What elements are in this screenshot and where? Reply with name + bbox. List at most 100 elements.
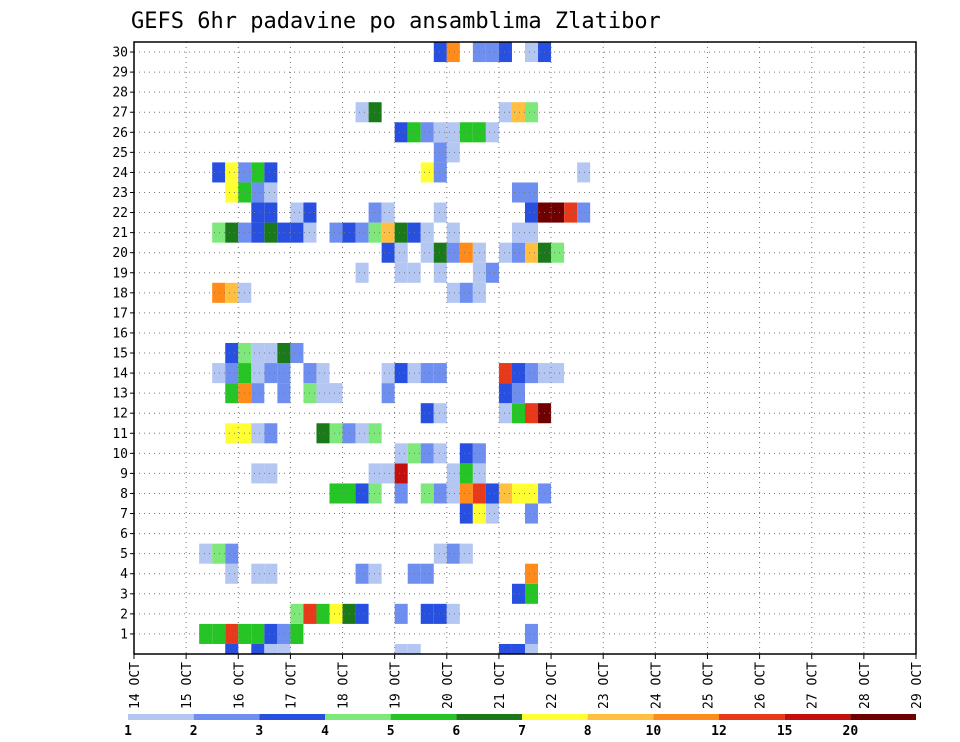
colorbar-label: 5: [387, 724, 395, 739]
colorbar-swatch: [456, 714, 522, 720]
heatmap-cell: [394, 262, 408, 283]
heatmap-cell: [394, 463, 408, 484]
heatmap-cell: [433, 403, 447, 424]
heatmap-cell: [316, 603, 330, 624]
y-tick-label: 23: [112, 186, 128, 201]
heatmap-cell: [355, 262, 369, 283]
heatmap-cell: [498, 643, 512, 654]
colorbar-label: 12: [711, 724, 727, 739]
heatmap-cell: [433, 202, 447, 223]
heatmap-cell: [264, 563, 278, 584]
heatmap-cell: [446, 543, 460, 564]
heatmap-cell: [459, 242, 473, 263]
colorbar-label: 6: [452, 724, 460, 739]
heatmap-cell: [485, 42, 499, 63]
heatmap-cell: [485, 483, 499, 504]
colorbar-swatch: [719, 714, 785, 720]
heatmap-cell: [212, 543, 226, 564]
heatmap-cell: [212, 363, 226, 384]
y-tick-label: 21: [112, 226, 128, 241]
heatmap-cell: [433, 363, 447, 384]
heatmap-cell: [525, 503, 539, 524]
heatmap-cell: [459, 463, 473, 484]
x-tick-label: 27 OCT: [806, 662, 821, 709]
heatmap-cell: [251, 383, 265, 404]
heatmap-cell: [394, 222, 408, 243]
heatmap-cell: [394, 483, 408, 504]
heatmap-cell: [264, 162, 278, 183]
heatmap-cell: [225, 543, 239, 564]
heatmap-cell: [277, 623, 291, 644]
colorbar-label: 15: [777, 724, 793, 739]
heatmap-cell: [368, 423, 382, 444]
colorbar-label: 1: [124, 724, 132, 739]
heatmap-cell: [446, 463, 460, 484]
chart-title: GEFS 6hr padavine po ansamblima Zlatibor: [131, 9, 661, 34]
y-tick-label: 11: [112, 427, 128, 442]
heatmap-cell: [446, 122, 460, 143]
x-tick-label: 14 OCT: [128, 662, 143, 709]
heatmap-cell: [199, 623, 213, 644]
heatmap-cell: [433, 42, 447, 63]
heatmap-cell: [525, 483, 539, 504]
heatmap-cell: [498, 42, 512, 63]
y-tick-label: 5: [120, 547, 128, 562]
heatmap-cell: [251, 563, 265, 584]
heatmap-cell: [446, 603, 460, 624]
heatmap-cell: [212, 162, 226, 183]
colorbar-swatch: [587, 714, 654, 720]
heatmap-cell: [329, 483, 343, 504]
heatmap-cell: [225, 342, 239, 364]
heatmap-cell: [264, 643, 278, 654]
heatmap-cell: [290, 342, 304, 364]
heatmap-cell: [420, 122, 434, 143]
heatmap-cell: [329, 603, 343, 624]
heatmap-cell: [394, 363, 408, 384]
heatmap-cell: [355, 222, 369, 243]
y-axis-ticks: 1234567891011121314151617181920212223242…: [112, 46, 134, 642]
heatmap-cell: [368, 102, 382, 123]
y-tick-label: 27: [112, 106, 128, 121]
heatmap-cell: [433, 162, 447, 183]
heatmap-cell: [381, 383, 395, 404]
heatmap-cell: [290, 603, 304, 624]
heatmap-cell: [446, 483, 460, 504]
y-tick-label: 25: [112, 146, 128, 161]
x-tick-label: 19 OCT: [389, 662, 404, 709]
heatmap-cell: [329, 383, 343, 404]
heatmap-cell: [420, 563, 434, 584]
heatmap-cell: [355, 483, 369, 504]
heatmap-cell: [251, 423, 265, 444]
y-tick-label: 7: [120, 507, 128, 522]
y-tick-label: 6: [120, 527, 128, 542]
heatmap-cell: [420, 443, 434, 464]
heatmap-cell: [511, 403, 525, 424]
heatmap-cell: [433, 603, 447, 624]
heatmap-cell: [525, 102, 539, 123]
y-tick-label: 24: [112, 166, 128, 181]
y-tick-label: 28: [112, 86, 128, 101]
heatmap-cell: [394, 443, 408, 464]
heatmap-cell: [498, 383, 512, 404]
heatmap-cell: [525, 583, 539, 604]
heatmap-cell: [577, 162, 591, 183]
x-tick-label: 23 OCT: [597, 662, 612, 709]
heatmap-cell: [433, 443, 447, 464]
heatmap-cell: [251, 463, 265, 484]
plot-frame: [133, 41, 917, 655]
heatmap-cell: [251, 342, 265, 364]
heatmap-cell: [251, 623, 265, 644]
colorbar-label: 2: [190, 724, 198, 739]
heatmap-cell: [368, 483, 382, 504]
heatmap-cell: [433, 122, 447, 143]
y-tick-label: 14: [112, 367, 128, 382]
heatmap-cell: [525, 563, 539, 584]
heatmap-cell: [551, 363, 565, 384]
heatmap-cell: [459, 443, 473, 464]
heatmap-cell: [564, 202, 578, 223]
colorbar-swatch: [784, 714, 851, 720]
heatmap-cell: [264, 222, 278, 243]
heatmap-cell: [225, 383, 239, 404]
heatmap-cell: [511, 222, 525, 243]
heatmap-cell: [355, 423, 369, 444]
